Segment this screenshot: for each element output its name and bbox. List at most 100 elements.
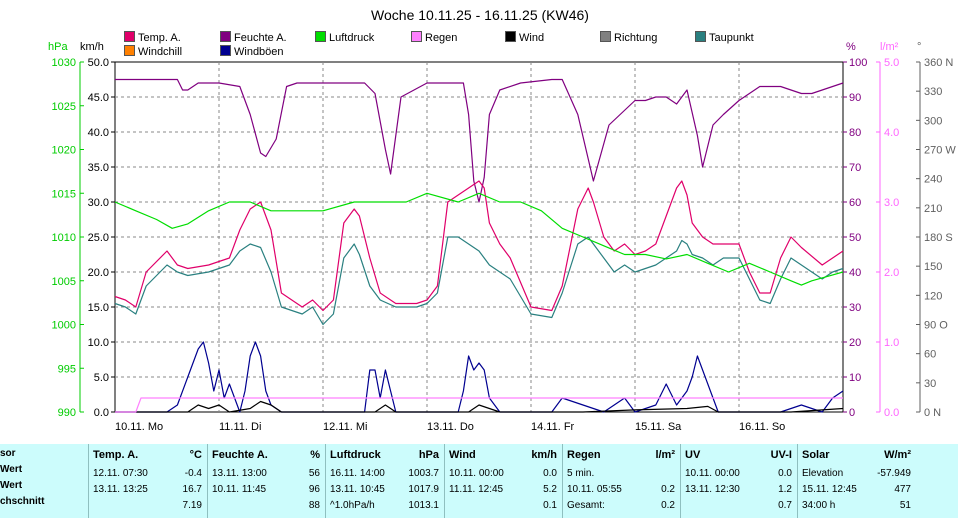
legend-swatch bbox=[411, 31, 422, 42]
series-line-feuchte-a bbox=[115, 78, 844, 203]
pct-tick-label: 100 bbox=[849, 57, 867, 69]
stats-cell-label: 10.11. 00:00 bbox=[449, 468, 504, 479]
stats-panel-unit: km/h bbox=[531, 449, 557, 461]
kmh-tick-label: 35.0 bbox=[88, 162, 109, 174]
x-axis-label: 12.11. Mi bbox=[323, 421, 367, 433]
legend-swatch bbox=[124, 31, 135, 42]
stats-panel-title: Regen bbox=[567, 449, 601, 461]
plot-area: 99099510001005101010151020102510300.05.0… bbox=[52, 57, 957, 433]
stats-cell-label: 13.11. 13:25 bbox=[93, 484, 148, 495]
stats-cell-value: 0.7 bbox=[778, 500, 792, 511]
stats-cell-label: 15.11. 12:45 bbox=[802, 484, 857, 495]
direction-tick-label: 150 bbox=[924, 261, 942, 273]
kmh-tick-label: 45.0 bbox=[88, 92, 109, 104]
direction-tick-label: 90 O bbox=[924, 320, 948, 332]
stats-cell-value: -0.4 bbox=[184, 468, 202, 479]
direction-tick-label: 330 bbox=[924, 86, 942, 98]
legend-swatch bbox=[505, 31, 516, 42]
direction-tick-label: 300 bbox=[924, 115, 942, 127]
series-line-windböen bbox=[115, 341, 844, 413]
series-line-luftdruck bbox=[114, 192, 844, 286]
legend-item: Luftdruck bbox=[315, 31, 374, 45]
stats-cell-label: 13.11. 10:45 bbox=[330, 484, 385, 495]
stats-panel-title: UV bbox=[685, 449, 701, 461]
stats-panel: Wind km/h 10.11. 00:00 0.0 11.11. 12:45 5.2 0.… bbox=[444, 444, 563, 518]
x-axis-label: 13.11. Do bbox=[427, 421, 474, 433]
axis-unit-dir: ° bbox=[917, 41, 921, 53]
chart-title: Woche 10.11.25 - 16.11.25 (KW46) bbox=[371, 7, 589, 23]
direction-tick-label: 60 bbox=[924, 349, 936, 361]
hpa-tick-label: 1020 bbox=[52, 145, 76, 157]
stats-panel-title: Wind bbox=[449, 449, 476, 461]
pct-tick-label: 10 bbox=[849, 372, 861, 384]
legend-item: Wind bbox=[505, 31, 544, 45]
hpa-tick-label: 1000 bbox=[52, 320, 76, 332]
stats-cell-value: 1017.9 bbox=[408, 484, 439, 495]
direction-tick-label: 0 N bbox=[924, 407, 941, 419]
stats-cell-value: 88 bbox=[308, 500, 320, 511]
direction-tick-label: 360 N bbox=[924, 57, 953, 69]
stats-cell-label: Gesamt: bbox=[567, 500, 605, 511]
hpa-tick-label: 1015 bbox=[52, 188, 76, 200]
pct-tick-label: 20 bbox=[849, 337, 861, 349]
stats-panel: Solar W/m² Elevation -57.949 15.11. 12:45 477… bbox=[797, 444, 917, 518]
hpa-tick-label: 1030 bbox=[52, 57, 76, 69]
legend-item: Windchill bbox=[124, 45, 182, 59]
pct-tick-label: 30 bbox=[849, 302, 861, 314]
stats-cell-label: 13.11. 13:00 bbox=[212, 468, 267, 479]
stats-cell-value: 0.2 bbox=[661, 500, 675, 511]
direction-tick-label: 240 bbox=[924, 174, 942, 186]
stats-panel: Regen l/m² 5 min. 10.11. 05:55 0.2 Gesamt: 0.2 bbox=[562, 444, 681, 518]
legend-label: Taupunkt bbox=[709, 32, 754, 44]
stats-cell-label: 10.11. 00:00 bbox=[685, 468, 740, 479]
kmh-tick-label: 0.0 bbox=[94, 407, 109, 419]
stats-panel-title: Luftdruck bbox=[330, 449, 381, 461]
direction-tick-label: 30 bbox=[924, 378, 936, 390]
direction-tick-label: 180 S bbox=[924, 232, 953, 244]
stats-cell-value: 0.0 bbox=[543, 468, 557, 479]
stats-panel: Feuchte A.% 13.11. 13:00 56 10.11. 11:45 96 8… bbox=[207, 444, 326, 518]
stats-panel-title: Temp. A. bbox=[93, 449, 139, 461]
stats-panel-unit: °C bbox=[189, 449, 202, 461]
direction-tick-label: 210 bbox=[924, 203, 942, 215]
pct-tick-label: 70 bbox=[849, 162, 861, 174]
pct-tick-label: 50 bbox=[849, 232, 861, 244]
stats-cell-value: 0.1 bbox=[543, 500, 557, 511]
kmh-tick-label: 40.0 bbox=[88, 127, 109, 139]
legend-item: Taupunkt bbox=[695, 31, 754, 45]
x-axis-label: 16.11. So bbox=[739, 421, 785, 433]
stats-panel-unit: l/m² bbox=[655, 449, 675, 461]
axis-unit-hpa: hPa bbox=[48, 41, 68, 53]
rain-tick-label: 2.0 bbox=[884, 267, 899, 279]
kmh-tick-label: 50.0 bbox=[88, 57, 109, 69]
legend-label: Windböen bbox=[234, 46, 284, 58]
stats-cell-value: 477 bbox=[894, 484, 911, 495]
stats-cell-label: 12.11. 07:30 bbox=[93, 468, 148, 479]
direction-tick-label: 120 bbox=[924, 290, 942, 302]
legend-label: Regen bbox=[425, 32, 458, 44]
legend-label: Wind bbox=[519, 32, 545, 44]
stats-row-label: sor bbox=[0, 448, 16, 459]
stats-panel-unit: UV-I bbox=[770, 449, 792, 461]
stats-cell-value: -57.949 bbox=[877, 468, 911, 479]
legend-swatch bbox=[220, 31, 231, 42]
stats-panel-unit: hPa bbox=[418, 449, 439, 461]
stats-cell-label: 5 min. bbox=[567, 468, 595, 479]
rain-tick-label: 1.0 bbox=[884, 337, 899, 349]
stats-cell-value: 1013.1 bbox=[408, 500, 439, 511]
stats-cell-value: 56 bbox=[308, 468, 320, 479]
pct-tick-label: 90 bbox=[849, 92, 861, 104]
legend-label: Temp. A. bbox=[138, 32, 181, 44]
legend-item: Richtung bbox=[600, 31, 657, 45]
stats-cell-label: ^1.0hPa/h bbox=[330, 500, 375, 511]
stats-row-label: Wert bbox=[0, 480, 23, 491]
series-line-regen bbox=[115, 397, 843, 413]
stats-panel: Temp. A. °C 12.11. 07:30 -0.4 13.11. 13:25 16… bbox=[88, 444, 208, 518]
stats-cell-value: 51 bbox=[899, 500, 911, 511]
stats-panel-title: Solar bbox=[802, 449, 830, 461]
stats-cell-value: 5.2 bbox=[543, 484, 557, 495]
x-axis-label: 10.11. Mo bbox=[115, 421, 163, 433]
legend-item: Feuchte A. bbox=[220, 31, 287, 45]
stats-panel-unit: W/m² bbox=[884, 449, 911, 461]
hpa-tick-label: 990 bbox=[58, 407, 76, 419]
